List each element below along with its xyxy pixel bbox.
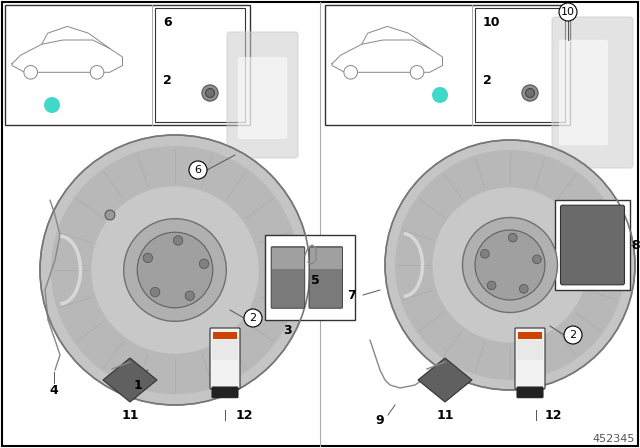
Circle shape <box>559 3 577 21</box>
Text: 2: 2 <box>570 330 577 340</box>
FancyBboxPatch shape <box>155 8 245 122</box>
FancyBboxPatch shape <box>475 8 565 122</box>
FancyBboxPatch shape <box>227 32 298 158</box>
Text: 9: 9 <box>376 414 384 426</box>
Text: 12: 12 <box>236 409 253 422</box>
Circle shape <box>92 186 259 354</box>
Polygon shape <box>103 358 157 402</box>
FancyBboxPatch shape <box>552 17 633 168</box>
Circle shape <box>40 135 310 405</box>
Circle shape <box>475 230 545 300</box>
Circle shape <box>532 255 541 264</box>
Circle shape <box>137 232 212 308</box>
Text: 12: 12 <box>545 409 563 422</box>
Circle shape <box>244 309 262 327</box>
Text: 1: 1 <box>134 379 142 392</box>
Circle shape <box>410 65 424 79</box>
FancyBboxPatch shape <box>5 5 250 125</box>
Circle shape <box>433 188 588 343</box>
FancyBboxPatch shape <box>212 387 238 398</box>
FancyBboxPatch shape <box>212 340 238 360</box>
FancyBboxPatch shape <box>515 328 545 389</box>
Circle shape <box>395 150 625 380</box>
FancyBboxPatch shape <box>272 248 304 268</box>
FancyBboxPatch shape <box>555 200 630 290</box>
Circle shape <box>481 250 489 258</box>
Circle shape <box>189 161 207 179</box>
FancyBboxPatch shape <box>517 340 543 360</box>
Circle shape <box>344 65 358 79</box>
Circle shape <box>202 85 218 101</box>
Circle shape <box>487 281 496 290</box>
FancyBboxPatch shape <box>517 387 543 398</box>
Text: 452345: 452345 <box>593 434 635 444</box>
Circle shape <box>522 85 538 101</box>
Circle shape <box>143 253 152 263</box>
Text: 7: 7 <box>348 289 356 302</box>
Text: 2: 2 <box>483 73 492 86</box>
Circle shape <box>525 89 534 98</box>
FancyBboxPatch shape <box>237 57 287 139</box>
Text: 11: 11 <box>436 409 454 422</box>
FancyBboxPatch shape <box>213 332 237 339</box>
FancyBboxPatch shape <box>325 5 570 125</box>
Text: 6: 6 <box>195 165 202 175</box>
Circle shape <box>564 326 582 344</box>
FancyBboxPatch shape <box>518 332 542 339</box>
Text: 5: 5 <box>310 273 319 287</box>
Circle shape <box>385 140 635 390</box>
FancyBboxPatch shape <box>561 205 625 285</box>
FancyBboxPatch shape <box>265 235 355 320</box>
Circle shape <box>185 291 195 301</box>
FancyBboxPatch shape <box>271 247 305 308</box>
Circle shape <box>520 284 528 293</box>
Circle shape <box>463 217 557 313</box>
FancyBboxPatch shape <box>309 247 342 308</box>
Circle shape <box>105 210 115 220</box>
Circle shape <box>124 219 227 321</box>
Text: 3: 3 <box>284 323 292 336</box>
Circle shape <box>509 233 517 242</box>
Circle shape <box>199 259 209 268</box>
Circle shape <box>24 65 38 79</box>
Circle shape <box>90 65 104 79</box>
Text: 4: 4 <box>50 383 58 396</box>
Circle shape <box>44 97 60 113</box>
Circle shape <box>205 89 214 98</box>
Circle shape <box>150 287 160 297</box>
Text: 10: 10 <box>561 7 575 17</box>
Text: 2: 2 <box>163 73 172 86</box>
Circle shape <box>173 236 183 245</box>
Polygon shape <box>418 358 472 402</box>
FancyBboxPatch shape <box>210 328 240 389</box>
Text: 6: 6 <box>163 16 172 29</box>
Text: 10: 10 <box>483 16 500 29</box>
Circle shape <box>430 370 440 380</box>
Text: 8: 8 <box>632 238 640 251</box>
Circle shape <box>51 146 300 394</box>
FancyBboxPatch shape <box>559 40 608 145</box>
FancyBboxPatch shape <box>310 248 342 268</box>
Text: 11: 11 <box>121 409 139 422</box>
Circle shape <box>432 87 448 103</box>
Text: 2: 2 <box>250 313 257 323</box>
